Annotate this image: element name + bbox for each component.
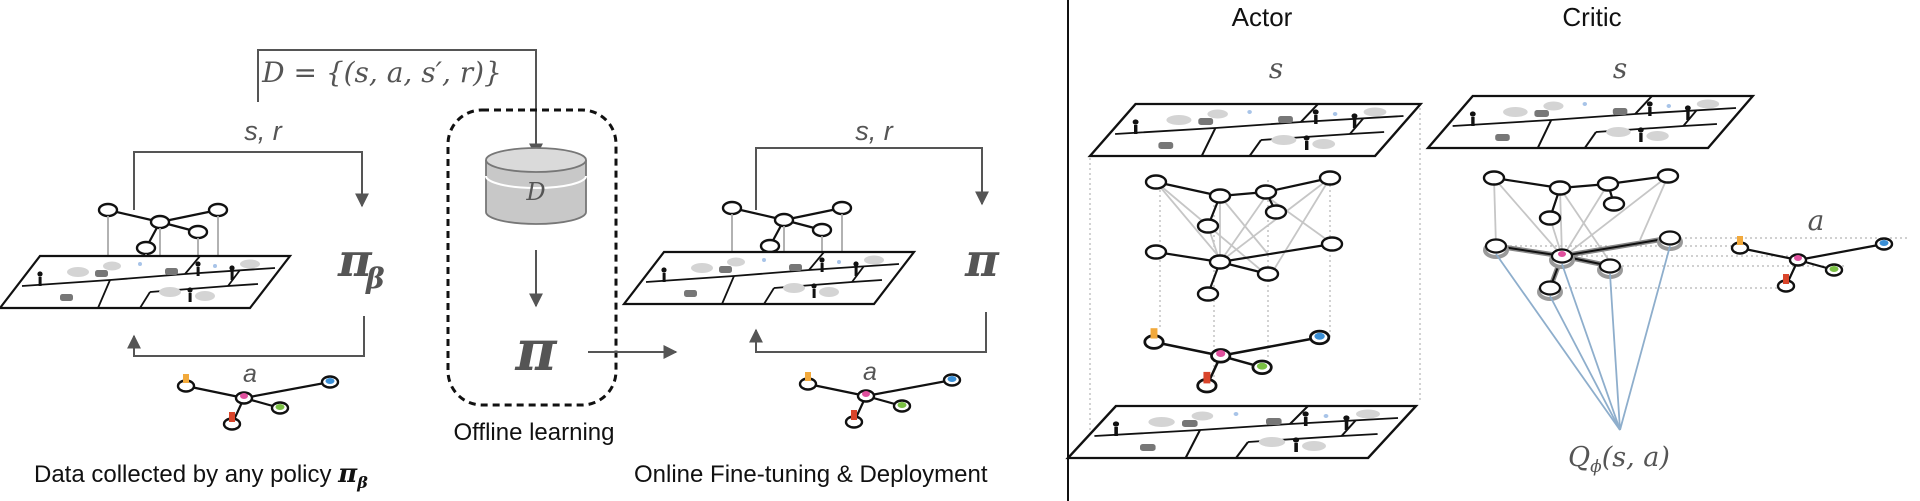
caption1-subscript: β — [356, 473, 368, 492]
critic-title: Critic — [1562, 2, 1621, 32]
offline-policy-symbol: π — [515, 318, 558, 384]
q-args: (s, a) — [1602, 442, 1670, 473]
loop2-action-label: a — [863, 358, 877, 386]
actor-section: Actor s — [1066, 2, 1422, 460]
critic-top-map — [1426, 94, 1755, 150]
actor-upper-graph — [1144, 170, 1342, 234]
loop1-action-graph — [176, 372, 340, 431]
loop1-action-label: a — [243, 360, 257, 388]
offline-learning-caption: Offline learning — [454, 419, 615, 446]
critic-action-label: a — [1808, 204, 1825, 237]
actor-title: Actor — [1232, 2, 1293, 32]
loop1-graph — [97, 202, 229, 256]
right-panel: Actor s — [1066, 2, 1908, 477]
left-panel: D = {(s, a, s′, r)} s, r π β — [0, 49, 1000, 492]
actor-bottom-map — [1066, 404, 1418, 460]
q-subscript: ϕ — [1590, 457, 1602, 477]
loop2-graph — [721, 200, 853, 254]
critic-section: Critic s — [1426, 2, 1908, 477]
actor-guides — [1089, 108, 1421, 450]
q-symbol: Q — [1568, 442, 1590, 473]
critic-action-graph — [1730, 234, 1894, 293]
loop-online-policy: s, r π a Online Fine-tuning & Deploy — [622, 116, 1000, 488]
loop1-policy-symbol: π — [337, 233, 373, 287]
loop1-policy: π β — [337, 233, 385, 295]
loop-behavior-policy: s, r π β a — [0, 116, 385, 492]
loop1-policy-subscript: β — [365, 262, 385, 295]
database-label: D — [525, 178, 545, 206]
caption-online-finetuning: Online Fine-tuning & Deployment — [634, 461, 988, 488]
caption1-symbol: π — [337, 459, 358, 489]
svg-text:Data collected by any policy π: Data collected by any policy πβ — [34, 459, 368, 492]
database-icon — [485, 147, 587, 225]
loop2-policy-symbol: π — [964, 233, 1000, 287]
actor-state-label: s — [1269, 52, 1283, 85]
svg-text:Qϕ(s, a): Qϕ(s, a) — [1568, 442, 1670, 477]
critic-upper-graph — [1482, 168, 1680, 226]
actor-top-map — [1088, 102, 1422, 158]
actor-attention-links — [1155, 177, 1331, 277]
dataset-formula: D = {(s, a, s′, r)} — [261, 56, 502, 89]
loop1-city-map — [0, 254, 292, 310]
critic-middle-graph — [1483, 230, 1683, 301]
dataset-path: D = {(s, a, s′, r)} — [257, 49, 543, 158]
critic-state-label: s — [1613, 52, 1627, 85]
caption-data-collected: Data collected by any policy πβ — [34, 459, 368, 492]
loop2-state-label: s, r — [855, 116, 894, 146]
actor-middle-graph — [1144, 236, 1344, 302]
actor-action-graph — [1143, 326, 1331, 394]
q-function-label: Qϕ(s, a) — [1568, 442, 1670, 477]
caption1-text: Data collected by any policy — [34, 461, 338, 488]
loop2-city-map — [622, 250, 916, 306]
loop2-action-graph — [798, 370, 962, 429]
loop1-state-label: s, r — [244, 116, 283, 146]
q-aggregation-lines — [1495, 245, 1671, 431]
offline-learning-box: D π Offline learning — [446, 108, 678, 446]
